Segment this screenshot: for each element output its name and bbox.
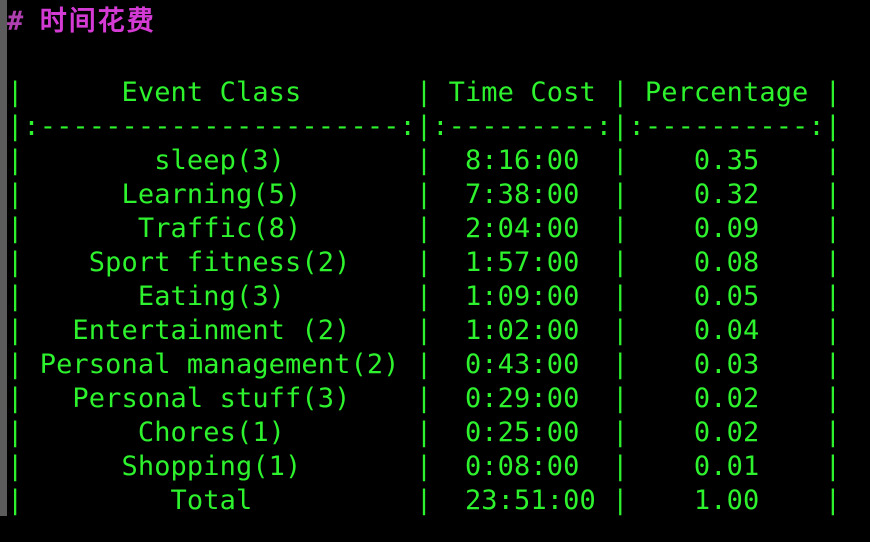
table-header-row: | Event Class | Time Cost | Percentage | xyxy=(7,77,842,108)
section-heading: # 时间花费 xyxy=(7,5,156,39)
table-row: | Eating(3) | 1:09:00 | 0.05 | xyxy=(7,281,842,312)
heading-marker: # xyxy=(7,6,24,37)
table-row: | Learning(5) | 7:38:00 | 0.32 | xyxy=(7,179,842,210)
table-row: | Shopping(1) | 0:08:00 | 0.01 | xyxy=(7,451,842,482)
heading-title: 时间花费 xyxy=(39,6,156,37)
table-row: | Traffic(8) | 2:04:00 | 0.09 | xyxy=(7,213,842,244)
table-row: | sleep(3) | 8:16:00 | 0.35 | xyxy=(7,145,842,176)
table-row: | Sport fitness(2) | 1:57:00 | 0.08 | xyxy=(7,247,842,278)
table-separator-row: |:----------------------:|:---------:|:-… xyxy=(7,111,842,142)
table-row: | Personal management(2) | 0:43:00 | 0.0… xyxy=(7,349,842,380)
table-row: | Personal stuff(3) | 0:29:00 | 0.02 | xyxy=(7,383,842,414)
markdown-editor[interactable]: # 时间花费 | Event Class | Time Cost | Perce… xyxy=(7,0,870,542)
table-row-total: | Total | 23:51:00 | 1.00 | xyxy=(7,485,842,516)
table-row: | Entertainment (2) | 1:02:00 | 0.04 | xyxy=(7,315,842,346)
table-row: | Chores(1) | 0:25:00 | 0.02 | xyxy=(7,417,842,448)
editor-gutter xyxy=(0,0,7,516)
